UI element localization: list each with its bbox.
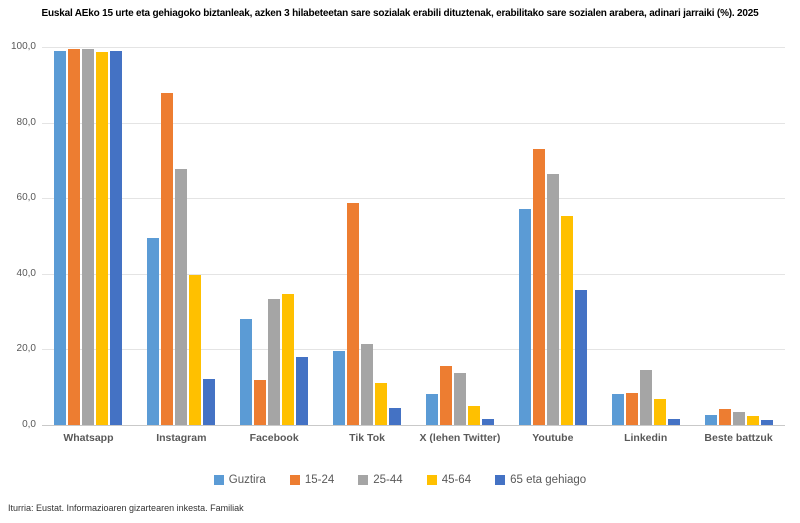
legend-swatch — [358, 475, 369, 485]
bar-group — [135, 47, 228, 425]
y-tick-label: 80,0 — [16, 116, 36, 128]
bar-15-24 — [68, 48, 81, 425]
bar-group — [42, 47, 135, 425]
bar-group — [414, 47, 507, 425]
bar-65-eta-gehiago — [203, 378, 216, 425]
chart-title: Euskal AEko 15 urte eta gehiagoko biztan… — [41, 8, 759, 19]
legend-swatch — [426, 475, 437, 485]
bar-15-24 — [439, 366, 452, 425]
legend-label: 15-24 — [304, 474, 335, 486]
bar-guztira — [518, 208, 531, 425]
bar-15-24 — [625, 392, 638, 425]
legend-swatch — [289, 475, 300, 485]
bar-25-44 — [732, 412, 745, 425]
gridline — [42, 273, 785, 275]
bar-15-24 — [347, 203, 360, 425]
bar-group — [228, 47, 321, 425]
bar-65-eta-gehiago — [481, 419, 494, 425]
legend-swatch — [213, 475, 224, 485]
x-axis-label: Whatsapp — [63, 432, 114, 444]
bar-65-eta-gehiago — [760, 420, 773, 425]
legend-item: 45-64 — [426, 474, 472, 486]
bar-65-eta-gehiago — [574, 290, 587, 425]
bar-25-44 — [639, 369, 652, 425]
legend-label: Guztira — [228, 474, 266, 486]
bar-25-44 — [82, 49, 95, 425]
x-axis-label: Linkedin — [624, 432, 668, 444]
gridline — [42, 425, 785, 426]
gridline — [42, 198, 785, 200]
bar-25-44 — [546, 174, 559, 425]
bars-layer — [42, 47, 785, 425]
bar-group — [506, 47, 599, 425]
bar-group — [692, 47, 785, 425]
bar-45-64 — [653, 398, 666, 425]
bar-25-44 — [361, 344, 374, 425]
source-note: Iturria: Eustat. Informazioaren gizartea… — [8, 503, 244, 513]
bar-guztira — [54, 51, 67, 425]
bar-15-24 — [161, 92, 174, 425]
legend-label: 25-44 — [373, 474, 403, 486]
x-axis-label: Facebook — [249, 432, 299, 444]
x-axis-label: Instagram — [156, 432, 207, 444]
bar-15-24 — [254, 380, 267, 425]
bar-15-24 — [532, 149, 545, 425]
legend-item: 65 eta gehiago — [495, 474, 586, 486]
legend-item: 15-24 — [289, 474, 335, 486]
bar-45-64 — [746, 415, 759, 425]
bar-65-eta-gehiago — [296, 356, 309, 425]
y-tick-label: 20,0 — [16, 343, 36, 355]
gridline — [42, 122, 785, 124]
y-tick-label: 100,0 — [10, 41, 36, 52]
bar-25-44 — [175, 168, 188, 425]
legend-label: 65 eta gehiago — [510, 474, 587, 486]
bar-15-24 — [718, 409, 731, 425]
legend-label: 45-64 — [441, 474, 472, 486]
plot-area — [42, 47, 785, 426]
bar-25-44 — [268, 299, 281, 425]
bar-guztira — [704, 414, 717, 425]
bar-group — [599, 47, 692, 425]
x-axis-label: X (lehen Twitter) — [419, 432, 501, 444]
bar-65-eta-gehiago — [110, 51, 123, 425]
bar-guztira — [611, 394, 624, 425]
bar-25-44 — [453, 373, 466, 425]
legend-swatch — [495, 475, 506, 485]
bar-guztira — [147, 238, 160, 425]
legend-item: 25-44 — [358, 474, 403, 486]
bar-45-64 — [560, 216, 573, 425]
bar-45-64 — [467, 406, 480, 425]
x-axis-label: Youtube — [532, 432, 574, 444]
y-tick-label: 0,0 — [22, 419, 36, 430]
bar-45-64 — [96, 51, 109, 425]
x-axis-label: Tik Tok — [349, 432, 385, 444]
bar-guztira — [425, 393, 438, 425]
bar-group — [321, 47, 414, 425]
y-tick-label: 40,0 — [16, 267, 36, 279]
legend-item: Guztira — [213, 474, 266, 486]
bar-guztira — [333, 350, 346, 425]
bar-45-64 — [375, 383, 388, 425]
bar-45-64 — [189, 275, 202, 425]
bar-guztira — [240, 319, 253, 425]
legend: Guztira 15-24 25-44 45-64 65 eta gehiago — [0, 474, 800, 486]
y-tick-label: 60,0 — [16, 192, 36, 204]
x-axis: Whatsapp Instagram Facebook Tik Tok X (lehen… — [42, 432, 785, 444]
bar-65-eta-gehiago — [667, 419, 680, 425]
gridline — [42, 47, 785, 48]
gridline — [42, 349, 785, 351]
y-axis: 100,0 80,0 60,0 40,0 20,0 0,0 — [0, 41, 36, 430]
x-axis-label: Beste battzuk — [704, 432, 773, 444]
bar-65-eta-gehiago — [389, 408, 402, 425]
bar-45-64 — [282, 294, 295, 425]
